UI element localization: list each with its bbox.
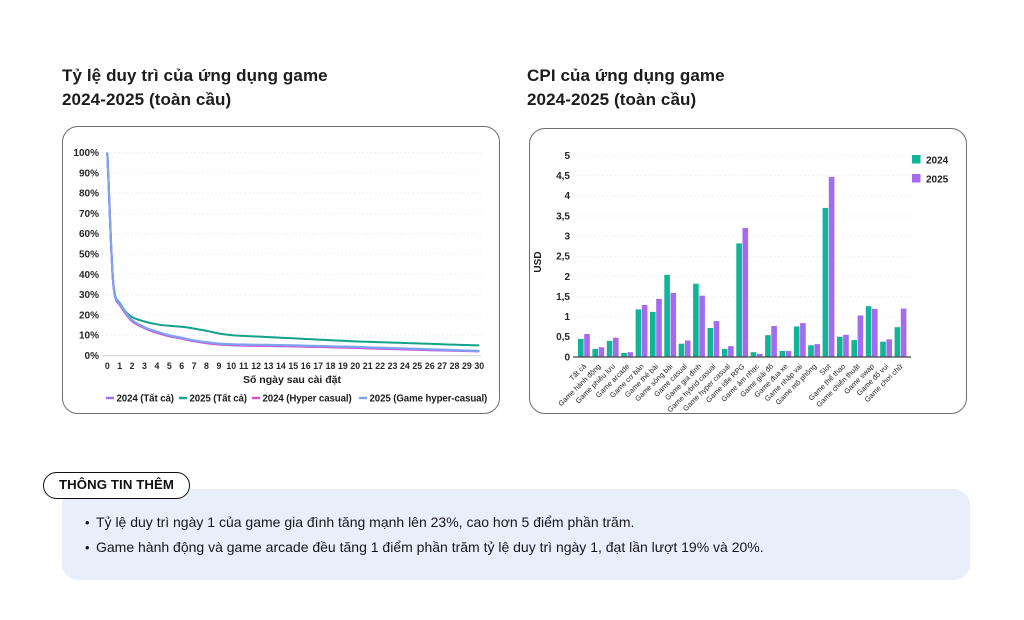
- svg-text:21: 21: [362, 361, 372, 371]
- svg-text:10%: 10%: [79, 330, 99, 341]
- svg-text:11: 11: [239, 361, 248, 371]
- svg-text:14: 14: [276, 361, 286, 371]
- svg-text:0,5: 0,5: [556, 332, 570, 343]
- svg-text:2024 (Hyper casual): 2024 (Hyper casual): [262, 393, 351, 404]
- svg-text:4,5: 4,5: [556, 171, 570, 182]
- svg-text:3: 3: [564, 231, 570, 242]
- svg-text:1: 1: [117, 361, 122, 371]
- svg-text:0%: 0%: [84, 351, 99, 362]
- svg-text:2025 (Tất cả): 2025 (Tất cả): [189, 393, 246, 404]
- svg-text:10: 10: [226, 361, 236, 371]
- svg-text:3: 3: [142, 361, 147, 371]
- svg-text:28: 28: [449, 361, 459, 371]
- svg-text:20%: 20%: [79, 310, 99, 321]
- svg-text:90%: 90%: [79, 168, 99, 179]
- svg-text:4: 4: [564, 191, 570, 202]
- svg-text:29: 29: [462, 361, 472, 371]
- svg-text:15: 15: [288, 361, 298, 371]
- svg-text:24: 24: [400, 361, 410, 371]
- svg-text:16: 16: [300, 361, 310, 371]
- svg-text:2024 (Tất cả): 2024 (Tất cả): [116, 393, 173, 404]
- svg-text:2025: 2025: [926, 174, 949, 185]
- svg-text:9: 9: [216, 361, 221, 371]
- svg-text:17: 17: [313, 361, 323, 371]
- svg-text:8: 8: [204, 361, 209, 371]
- svg-text:30: 30: [474, 361, 484, 371]
- svg-text:6: 6: [179, 361, 184, 371]
- svg-text:19: 19: [338, 361, 348, 371]
- svg-text:2,5: 2,5: [556, 251, 570, 262]
- svg-text:13: 13: [263, 361, 273, 371]
- svg-text:27: 27: [437, 361, 447, 371]
- svg-text:60%: 60%: [79, 229, 99, 240]
- svg-text:1,5: 1,5: [556, 292, 570, 303]
- svg-text:23: 23: [387, 361, 397, 371]
- svg-text:2: 2: [129, 361, 134, 371]
- svg-text:20: 20: [350, 361, 360, 371]
- svg-text:18: 18: [325, 361, 335, 371]
- svg-text:2: 2: [564, 271, 570, 282]
- svg-text:22: 22: [375, 361, 385, 371]
- svg-text:0: 0: [104, 361, 109, 371]
- svg-text:5: 5: [564, 151, 570, 162]
- svg-text:USD: USD: [533, 251, 544, 272]
- svg-text:7: 7: [191, 361, 196, 371]
- svg-text:80%: 80%: [79, 188, 99, 199]
- svg-text:40%: 40%: [79, 269, 99, 280]
- svg-text:50%: 50%: [79, 249, 99, 260]
- svg-text:Số ngày sau cài đặt: Số ngày sau cài đặt: [243, 374, 342, 386]
- svg-text:30%: 30%: [79, 290, 99, 301]
- svg-text:0: 0: [564, 352, 570, 363]
- svg-text:3,5: 3,5: [556, 211, 570, 222]
- svg-text:70%: 70%: [79, 209, 99, 220]
- svg-text:100%: 100%: [73, 148, 99, 159]
- svg-text:25: 25: [412, 361, 422, 371]
- svg-text:26: 26: [424, 361, 434, 371]
- svg-text:2024: 2024: [926, 155, 949, 166]
- svg-text:2025 (Game hyper-casual): 2025 (Game hyper-casual): [369, 393, 487, 404]
- svg-text:5: 5: [166, 361, 171, 371]
- svg-text:4: 4: [154, 361, 159, 371]
- svg-text:12: 12: [251, 361, 261, 371]
- svg-text:1: 1: [564, 312, 570, 323]
